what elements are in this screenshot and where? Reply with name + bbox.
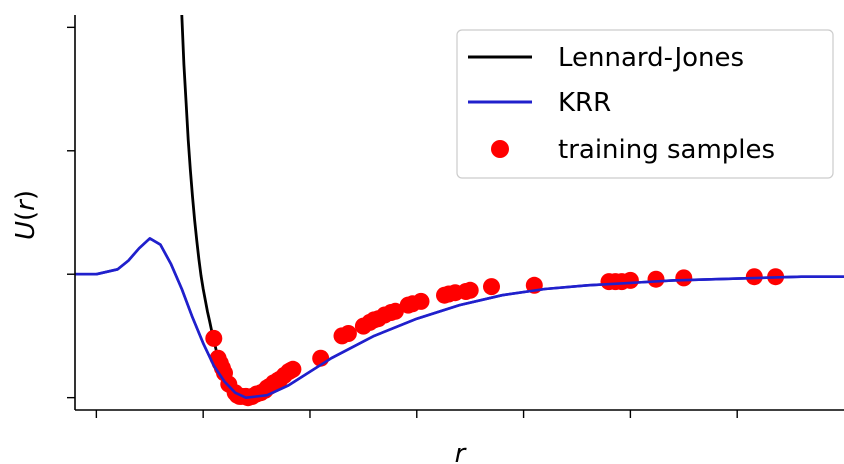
ticks [67, 26, 738, 418]
legend: Lennard-Jones KRR training samples [456, 29, 834, 179]
legend-box [456, 29, 834, 179]
training-sample-point [412, 292, 430, 310]
plot-area [75, 15, 844, 407]
y-axis-label: U(r) [11, 190, 41, 240]
training-sample-point [483, 278, 500, 296]
legend-swatch-training-samples [491, 140, 509, 158]
legend-label-krr: KRR [558, 88, 611, 118]
x-axis-label: r [455, 439, 468, 464]
training-sample-point [745, 268, 763, 286]
training-sample-point [386, 302, 404, 320]
training-sample-point [205, 329, 223, 347]
training-sample-point [461, 281, 479, 299]
training-sample-point [647, 270, 665, 288]
legend-label-training-samples: training samples [558, 135, 775, 165]
legend-label-lennard-jones: Lennard-Jones [558, 43, 744, 73]
series-line-krr-overlay [75, 237, 844, 399]
training-sample-point [284, 360, 302, 378]
series-line-krr [75, 237, 844, 399]
training-sample-point [339, 325, 357, 342]
training-sample-point [621, 271, 639, 289]
training-sample-point [675, 269, 693, 287]
